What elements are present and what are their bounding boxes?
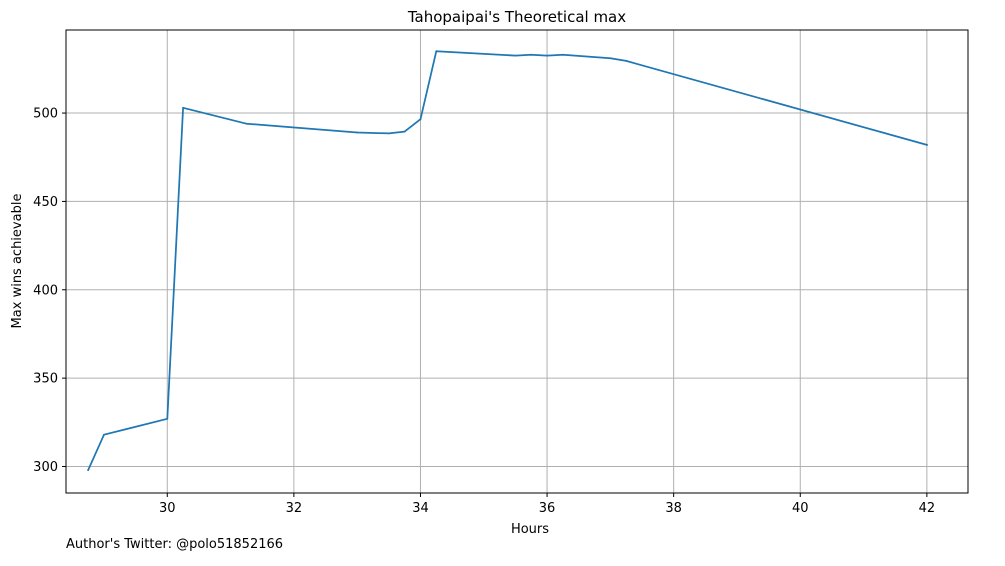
x-tick-label: 34: [412, 501, 429, 516]
data-point: [245, 122, 248, 125]
data-point: [546, 54, 548, 57]
data-point: [561, 53, 564, 56]
data-point: [925, 143, 928, 146]
x-tick-label: 32: [286, 501, 303, 516]
plot-frame: [65, 29, 969, 494]
y-tick-label: 350: [33, 372, 58, 387]
y-tick-label: 450: [33, 195, 58, 210]
x-tick-label: 36: [539, 501, 556, 516]
x-tick-label: 30: [159, 501, 176, 516]
data-point: [166, 417, 169, 420]
x-tick-label: 42: [919, 501, 936, 516]
y-tick-label: 400: [33, 283, 58, 298]
data-point: [182, 106, 185, 109]
data-point: [625, 60, 628, 62]
series-layer: [87, 50, 928, 472]
data-point: [530, 53, 533, 56]
x-tick-label: 38: [665, 501, 682, 516]
data-point: [419, 118, 422, 121]
grid: [66, 30, 968, 493]
y-tick-label: 300: [33, 460, 58, 475]
data-point: [403, 130, 406, 133]
x-axis-title: Hours: [511, 522, 549, 537]
author-footnote: Author's Twitter: @polo51852166: [66, 537, 284, 552]
data-point: [514, 54, 517, 57]
ticks: 30 32 34 36 38 40 42 300 350 400 450 500: [33, 107, 935, 516]
data-point: [609, 57, 612, 60]
data-point: [435, 50, 438, 53]
x-tick-label: 40: [792, 501, 809, 516]
series-line: [87, 50, 928, 472]
chart-title: Tahopaipai's Theoretical max: [407, 8, 626, 26]
y-axis-title: Max wins achievable: [10, 194, 25, 329]
data-point: [387, 132, 390, 135]
data-point: [356, 131, 359, 134]
data-point: [87, 469, 90, 471]
y-tick-label: 500: [33, 107, 58, 122]
data-point: [103, 433, 105, 436]
